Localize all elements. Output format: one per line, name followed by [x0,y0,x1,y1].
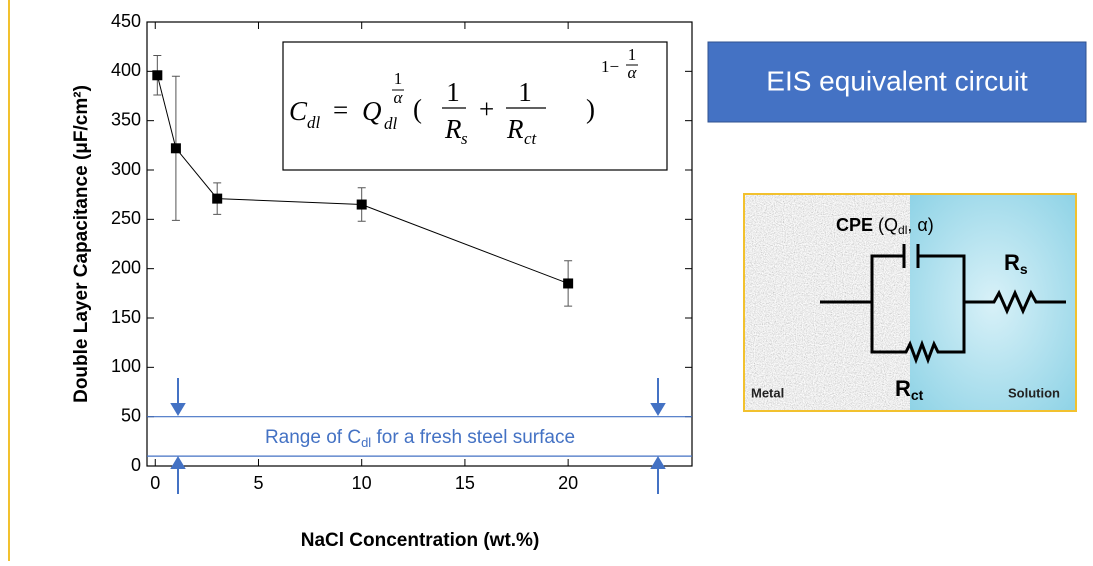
panel-title: EIS equivalent circuit [766,65,1028,96]
page: Double Layer Capacitance (μF/cm²) NaCl C… [0,0,1093,561]
data-point [212,194,222,204]
x-tick-label: 5 [253,473,263,493]
circuit-label: Solution [1008,385,1060,400]
x-axis-label: NaCl Concentration (wt.%) [301,530,540,551]
formula-symbol: C [289,96,308,126]
y-tick-label: 50 [121,405,141,425]
y-tick-label: 300 [111,159,141,179]
annotation-subscript: dl [361,435,371,450]
formula-subscript: dl [384,114,398,133]
x-tick-label: 15 [455,473,475,493]
annotation-text: Range of C [265,427,361,448]
y-tick-label: 350 [111,109,141,129]
circuit-label: , α) [907,215,933,235]
side-panel: EIS equivalent circuit CPE (Qdl, α) Rs R… [708,42,1086,411]
plot: Double Layer Capacitance (μF/cm²) NaCl C… [71,11,692,551]
formula-symbol: R [506,114,524,144]
y-tick-label: 0 [131,455,141,475]
formula-exponent: 1− [601,57,619,76]
formula-subscript: ct [524,129,538,148]
circuit-label: CPE (Qdl, α) [836,215,934,237]
annotation-text: for a fresh steel surface [371,427,575,448]
formula-symbol: Q [362,96,382,126]
y-tick-label: 100 [111,356,141,376]
circuit-label: CPE [836,215,873,235]
circuit-subscript: ct [911,387,924,403]
formula-operator: + [479,94,494,124]
formula-symbol: R [444,114,462,144]
formula-subscript: s [461,129,468,148]
y-tick-label: 200 [111,257,141,277]
y-tick-label: 150 [111,307,141,327]
formula-number: 1 [446,77,460,107]
formula-subscript: dl [307,113,321,132]
x-tick-label: 20 [558,473,578,493]
y-tick-label: 250 [111,208,141,228]
formula-symbol: α [628,63,638,82]
y-tick-label: 400 [111,60,141,80]
circuit-label: (Q [873,215,898,235]
data-point [152,70,162,80]
circuit-label: R [1004,250,1020,275]
y-tick-label: 450 [111,11,141,31]
formula-symbol: α [394,88,404,107]
circuit-label: Metal [751,385,784,400]
y-axis-label: Double Layer Capacitance (μF/cm²) [71,85,92,403]
formula-operator: = [333,95,348,125]
formula-paren: ( [413,94,422,124]
x-tick-label: 0 [150,473,160,493]
formula-number: 1 [628,45,637,64]
range-annotation: Range of Cdl for a fresh steel surface [265,427,575,450]
data-point [357,200,367,210]
formula-number: 1 [518,77,532,107]
circuit-subscript: dl [898,223,907,237]
circuit-subscript: s [1020,261,1028,277]
data-point [563,278,573,288]
x-tick-label: 10 [352,473,372,493]
formula-paren: ) [586,94,595,124]
data-point [171,143,181,153]
circuit-label: R [895,376,911,401]
formula-number: 1 [394,69,403,88]
